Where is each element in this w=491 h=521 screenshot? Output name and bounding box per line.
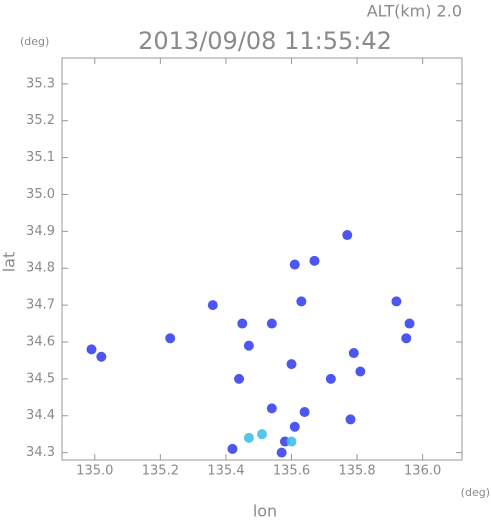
x-tick-label: 136.0 bbox=[404, 464, 441, 479]
x-axis-label: lon bbox=[253, 502, 277, 521]
echo bbox=[299, 407, 310, 418]
echo bbox=[165, 333, 176, 344]
echo bbox=[286, 436, 297, 447]
y-tick-label: 34.4 bbox=[26, 408, 55, 423]
echo bbox=[257, 429, 267, 440]
echo bbox=[86, 344, 97, 355]
echo bbox=[345, 414, 356, 425]
echo bbox=[243, 432, 254, 443]
y-tick-label: 34.3 bbox=[26, 445, 55, 460]
echo bbox=[355, 366, 366, 377]
echo bbox=[243, 340, 254, 351]
echo bbox=[309, 255, 320, 266]
echo bbox=[207, 300, 218, 311]
echo bbox=[289, 421, 300, 432]
echo bbox=[237, 318, 248, 329]
echo bbox=[342, 230, 353, 241]
echo bbox=[391, 296, 402, 307]
echo bbox=[401, 333, 412, 344]
plot-frame bbox=[61, 57, 463, 461]
echo bbox=[234, 373, 245, 384]
echo bbox=[404, 318, 415, 329]
y-tick-label: 34.7 bbox=[26, 298, 55, 313]
x-tick-label: 135.2 bbox=[142, 464, 179, 479]
echo bbox=[227, 443, 238, 454]
y-tick-label: 34.5 bbox=[26, 371, 55, 386]
y-tick-label: 34.9 bbox=[26, 224, 55, 239]
echo bbox=[325, 373, 336, 384]
y-unit: (deg) bbox=[20, 35, 49, 48]
y-tick-label: 34.8 bbox=[26, 261, 55, 276]
echo bbox=[96, 351, 107, 362]
y-tick-label: 34.6 bbox=[26, 334, 55, 349]
y-tick-label: 35.1 bbox=[26, 150, 55, 165]
echo bbox=[276, 447, 287, 458]
x-unit: (deg) bbox=[461, 486, 490, 499]
altitude-label: ALT(km) 2.0 bbox=[367, 2, 462, 21]
echo bbox=[289, 259, 300, 270]
x-tick-label: 135.4 bbox=[207, 464, 244, 479]
chart-title: 2013/09/08 11:55:42 bbox=[138, 27, 392, 55]
echo bbox=[296, 296, 307, 307]
x-tick-label: 135.8 bbox=[338, 464, 375, 479]
y-tick-label: 35.0 bbox=[26, 187, 55, 202]
x-tick-label: 135.0 bbox=[76, 464, 113, 479]
echo bbox=[348, 348, 359, 359]
y-tick-label: 35.2 bbox=[26, 113, 55, 128]
echo bbox=[286, 359, 297, 370]
y-axis-label: lat bbox=[0, 252, 19, 273]
echo bbox=[266, 318, 277, 329]
x-tick-label: 135.6 bbox=[273, 464, 310, 479]
echo bbox=[266, 403, 277, 414]
y-tick-label: 35.3 bbox=[26, 76, 55, 91]
